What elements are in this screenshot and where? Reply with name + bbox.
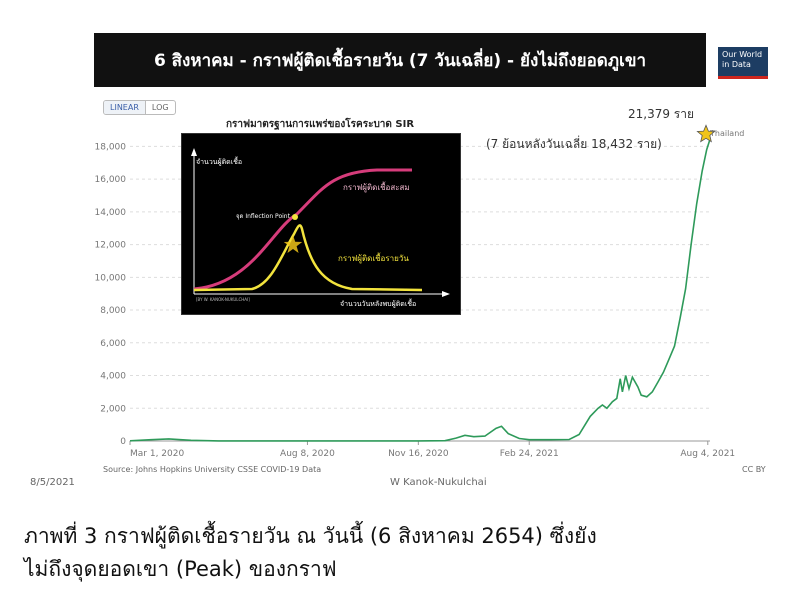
y-tick-label: 16,000	[95, 175, 127, 185]
inset-x-arrow	[442, 291, 450, 297]
peak-value-label: 21,379 ราย	[628, 107, 694, 121]
caption-line-2: ไม่ถึงจุดยอดเขา (Peak) ของกราฟ	[24, 557, 337, 581]
axis-layer: 0 2,000 4,000 6,000 8,000 10,000 12,000 14,000 1…	[95, 142, 736, 459]
series-line-thailand	[129, 139, 711, 442]
x-tick-label: Aug 4, 2021	[680, 449, 735, 459]
logo-line-1: Our World	[722, 50, 763, 59]
y-tick-label: 8,000	[100, 306, 126, 316]
y-tick-label: 0	[120, 437, 126, 447]
logo-line-2: in Data	[722, 60, 751, 69]
page-date: 8/5/2021	[30, 477, 75, 488]
inset-x-label: จำนวนวันหลังพบผู้ติดเชื้อ	[340, 297, 416, 308]
y-tick-label: 14,000	[95, 208, 127, 218]
sir-inset: จำนวนผู้ติดเชื้อ จำนวนวันหลังพบผู้ติดเชื…	[181, 133, 461, 315]
y-tick-label: 4,000	[100, 372, 126, 382]
license-label: CC BY	[742, 465, 766, 474]
y-tick-label: 12,000	[95, 241, 127, 251]
chart-title: 6 สิงหาคม - กราฟผู้ติดเชื้อรายวัน (7 วัน…	[94, 33, 706, 87]
source-note: Source: Johns Hopkins University CSSE CO…	[103, 465, 322, 474]
x-tick-label: Aug 8, 2020	[280, 449, 335, 459]
sir-inset-graphic: จำนวนผู้ติดเชื้อ จำนวนวันหลังพบผู้ติดเชื…	[191, 148, 450, 308]
y-tick-label: 18,000	[95, 142, 127, 152]
y-tick-label: 6,000	[100, 339, 126, 349]
author-credit: W Kanok-Nukulchai	[390, 477, 487, 488]
owid-logo: Our World in Data	[718, 47, 768, 79]
inset-credit: [BY W. KANOK-NUKULCHAI]	[196, 297, 250, 302]
avg-note-label: (7 ย้อนหลังวันเฉลี่ย 18,432 ราย)	[486, 135, 662, 151]
log-button[interactable]: LOG	[151, 103, 169, 112]
x-tick-label: Nov 16, 2020	[388, 449, 449, 459]
linear-button[interactable]: LINEAR	[104, 101, 146, 114]
x-tick-label: Mar 1, 2020	[130, 449, 184, 459]
inset-daily-label: กราฟผู้ติดเชื้อรายวัน	[338, 252, 409, 264]
y-tick-label: 10,000	[95, 273, 127, 283]
inset-daily-curve	[193, 224, 423, 292]
scale-toggle[interactable]: LINEAR LOG	[103, 100, 176, 115]
inflection-label: จุด Inflection Point	[236, 213, 291, 220]
inset-y-label: จำนวนผู้ติดเชื้อ	[196, 155, 242, 166]
inset-star-icon	[283, 235, 303, 253]
x-tick-label: Feb 24, 2021	[500, 449, 559, 459]
inset-cumulative-curve	[193, 168, 412, 291]
series-label: Thailand	[709, 129, 744, 138]
figure-caption: ภาพที่ 3 กราฟผู้ติดเชื้อรายวัน ณ วันนี้ …	[24, 520, 784, 586]
star-icon	[696, 124, 716, 143]
caption-line-1: ภาพที่ 3 กราฟผู้ติดเชื้อรายวัน ณ วันนี้ …	[24, 524, 597, 548]
inset-cumulative-label: กราฟผู้ติดเชื้อสะสม	[343, 181, 410, 193]
y-tick-label: 2,000	[100, 404, 126, 414]
inset-title: กราฟมาตรฐานการแพร่ของโรคระบาด SIR	[225, 119, 415, 130]
inset-y-arrow	[191, 148, 197, 156]
inflection-point-marker	[292, 214, 298, 220]
